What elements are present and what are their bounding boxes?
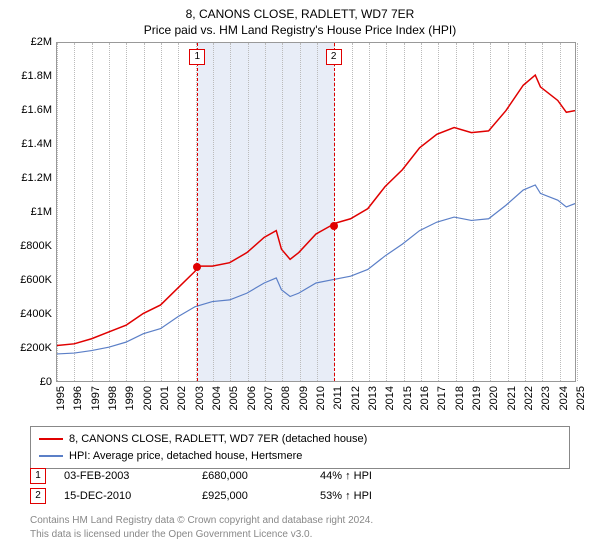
transaction-row: 2 15-DEC-2010 £925,000 53% ↑ HPI — [30, 488, 570, 504]
x-tick-label: 2024 — [558, 386, 570, 410]
x-tick-label: 2020 — [488, 386, 500, 410]
x-tick-label: 2022 — [523, 386, 535, 410]
x-tick-label: 2019 — [471, 386, 483, 410]
x-tick-label: 1998 — [107, 386, 119, 410]
transaction-date: 03-FEB-2003 — [64, 470, 184, 482]
series-line-0 — [57, 75, 575, 345]
y-tick-label: £0 — [12, 376, 52, 388]
x-tick-label: 2015 — [402, 386, 414, 410]
transaction-row: 1 03-FEB-2003 £680,000 44% ↑ HPI — [30, 468, 570, 484]
x-tick-label: 2018 — [454, 386, 466, 410]
x-tick-label: 1995 — [55, 386, 67, 410]
x-tick-label: 2000 — [142, 386, 154, 410]
legend-label-1: HPI: Average price, detached house, Hert… — [69, 448, 302, 465]
page-subtitle: Price paid vs. HM Land Registry's House … — [0, 23, 600, 41]
transaction-dot — [330, 222, 338, 230]
legend-swatch-1 — [39, 455, 63, 457]
x-tick-label: 2011 — [332, 386, 344, 410]
transaction-marker: 2 — [326, 49, 342, 65]
transaction-price: £680,000 — [202, 470, 302, 482]
series-line-1 — [57, 185, 575, 354]
x-tick-label: 1997 — [90, 386, 102, 410]
transaction-vline — [334, 43, 335, 381]
x-tick-label: 2009 — [298, 386, 310, 410]
x-tick-label: 1996 — [72, 386, 84, 410]
legend-item-0: 8, CANONS CLOSE, RADLETT, WD7 7ER (detac… — [39, 431, 561, 448]
footnote: Contains HM Land Registry data © Crown c… — [30, 514, 570, 541]
y-tick-label: £1.4M — [12, 138, 52, 150]
page-title: 8, CANONS CLOSE, RADLETT, WD7 7ER — [0, 0, 600, 23]
legend: 8, CANONS CLOSE, RADLETT, WD7 7ER (detac… — [30, 426, 570, 469]
chart-svg — [57, 43, 575, 381]
x-tick-label: 2016 — [419, 386, 431, 410]
x-tick-label: 2023 — [540, 386, 552, 410]
y-tick-label: £200K — [12, 342, 52, 354]
legend-swatch-0 — [39, 438, 63, 440]
x-tick-label: 2002 — [176, 386, 188, 410]
y-tick-label: £400K — [12, 308, 52, 320]
x-tick-label: 2017 — [436, 386, 448, 410]
x-tick-label: 2012 — [350, 386, 362, 410]
footnote-line-1: Contains HM Land Registry data © Crown c… — [30, 514, 570, 528]
transaction-date: 15-DEC-2010 — [64, 490, 184, 502]
grid-line — [577, 43, 578, 381]
x-tick-label: 2021 — [506, 386, 518, 410]
transaction-price: £925,000 — [202, 490, 302, 502]
y-tick-label: £1M — [12, 206, 52, 218]
x-tick-label: 2006 — [246, 386, 258, 410]
x-tick-label: 2005 — [228, 386, 240, 410]
x-tick-label: 2025 — [575, 386, 587, 410]
transactions-table: 1 03-FEB-2003 £680,000 44% ↑ HPI 2 15-DEC-201… — [30, 468, 570, 508]
y-tick-label: £1.2M — [12, 172, 52, 184]
transaction-marker: 1 — [189, 49, 205, 65]
transaction-dot — [193, 263, 201, 271]
x-tick-label: 2003 — [194, 386, 206, 410]
transaction-index: 1 — [30, 468, 46, 484]
legend-item-1: HPI: Average price, detached house, Hert… — [39, 448, 561, 465]
x-tick-label: 2008 — [280, 386, 292, 410]
x-tick-label: 2007 — [263, 386, 275, 410]
transaction-index: 2 — [30, 488, 46, 504]
footnote-line-2: This data is licensed under the Open Gov… — [30, 528, 570, 542]
y-tick-label: £800K — [12, 240, 52, 252]
y-tick-label: £1.6M — [12, 104, 52, 116]
x-tick-label: 2013 — [367, 386, 379, 410]
transaction-pct: 44% ↑ HPI — [320, 470, 420, 482]
y-tick-label: £2M — [12, 36, 52, 48]
x-tick-label: 2001 — [159, 386, 171, 410]
y-tick-label: £600K — [12, 274, 52, 286]
transaction-vline — [197, 43, 198, 381]
plot-area: 12 — [56, 42, 576, 382]
x-tick-label: 2014 — [384, 386, 396, 410]
y-tick-label: £1.8M — [12, 70, 52, 82]
legend-label-0: 8, CANONS CLOSE, RADLETT, WD7 7ER (detac… — [69, 431, 367, 448]
x-tick-label: 1999 — [124, 386, 136, 410]
chart-container: 12 £0£200K£400K£600K£800K£1M£1.2M£1.4M£1… — [0, 42, 600, 422]
transaction-pct: 53% ↑ HPI — [320, 490, 420, 502]
x-tick-label: 2004 — [211, 386, 223, 410]
x-tick-label: 2010 — [315, 386, 327, 410]
